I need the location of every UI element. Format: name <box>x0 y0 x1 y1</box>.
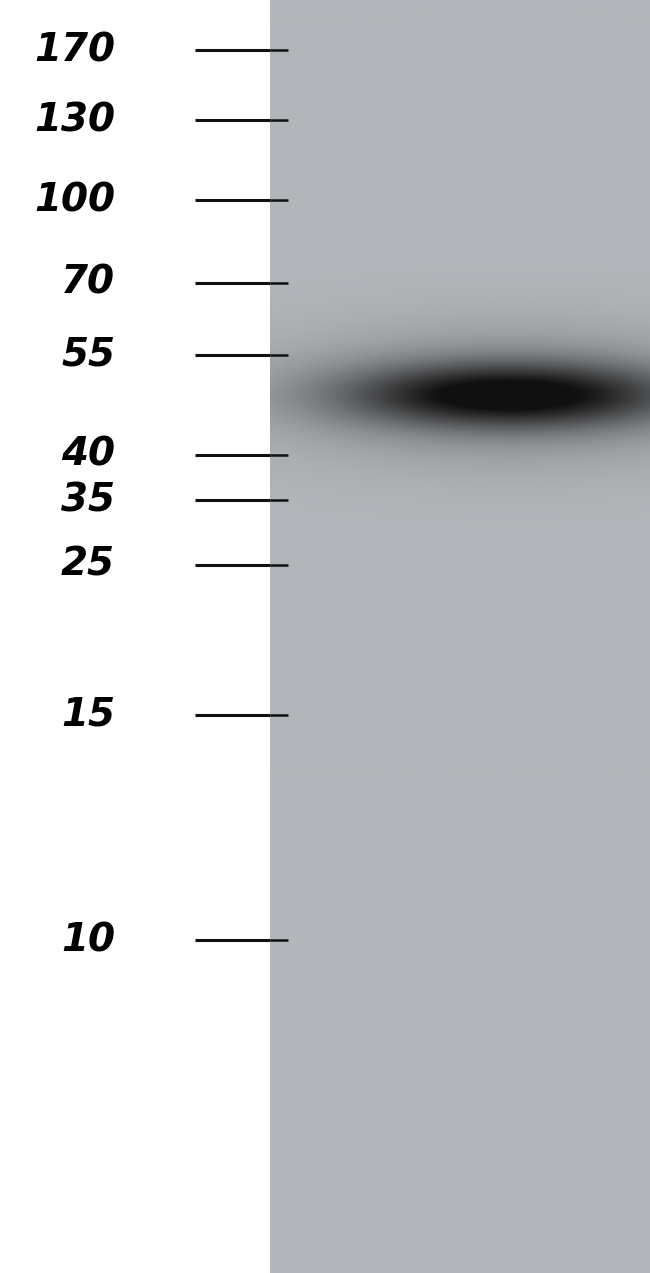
Text: 170: 170 <box>34 31 115 69</box>
Text: 25: 25 <box>61 546 115 584</box>
Text: 35: 35 <box>61 481 115 519</box>
Text: 15: 15 <box>61 696 115 735</box>
Text: 55: 55 <box>61 336 115 374</box>
Text: 70: 70 <box>61 264 115 302</box>
Text: 10: 10 <box>61 920 115 959</box>
Bar <box>0 0 270 1273</box>
Text: 100: 100 <box>34 181 115 219</box>
Text: 40: 40 <box>61 435 115 474</box>
Bar <box>270 0 650 1273</box>
Text: 130: 130 <box>34 101 115 139</box>
